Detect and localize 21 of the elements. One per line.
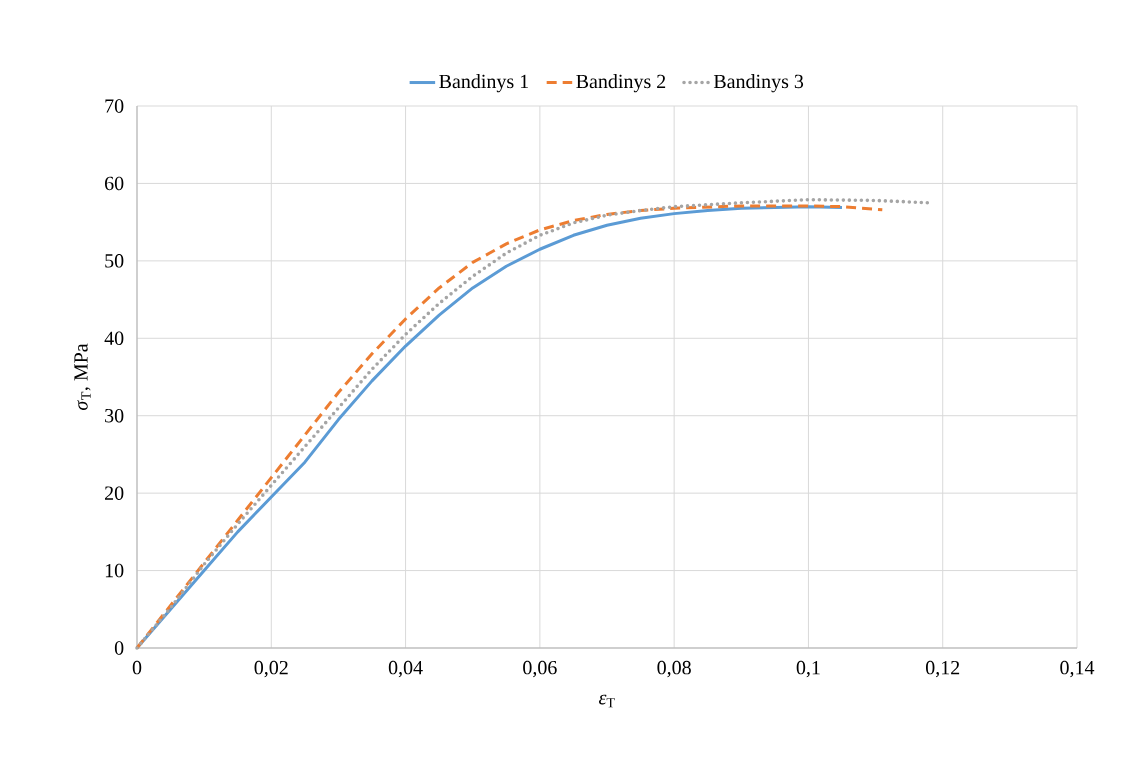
legend-label: Bandinys 3 [713, 74, 804, 93]
x-tick-label: 0,04 [388, 660, 423, 678]
y-tick-label: 0 [114, 641, 124, 655]
x-axis-title: ε$_{T}$ [598, 694, 615, 708]
y-tick-label: 50 [105, 254, 124, 268]
y-axis-title: σ$_{T}$, MPa [74, 343, 91, 411]
y-tick-label: 70 [105, 99, 124, 113]
legend-label: Bandinys 2 [576, 74, 666, 93]
x-tick-label: 0,08 [657, 660, 691, 678]
x-tick-label: 0,12 [925, 660, 960, 678]
x-tick-label: 0,14 [1060, 660, 1095, 678]
x-tick-label: 0,1 [796, 660, 820, 678]
y-tick-label: 30 [105, 408, 124, 423]
y-tick-label: 20 [105, 486, 124, 500]
x-tick-label: 0,06 [523, 660, 557, 678]
y-tick-label: 40 [104, 331, 124, 346]
y-tick-label: 10 [105, 563, 124, 578]
y-tick-label: 60 [104, 176, 124, 191]
x-tick-label: 0,02 [254, 660, 288, 678]
x-tick-label: 0 [132, 660, 142, 675]
legend-label: Bandinys 1 [439, 74, 528, 93]
